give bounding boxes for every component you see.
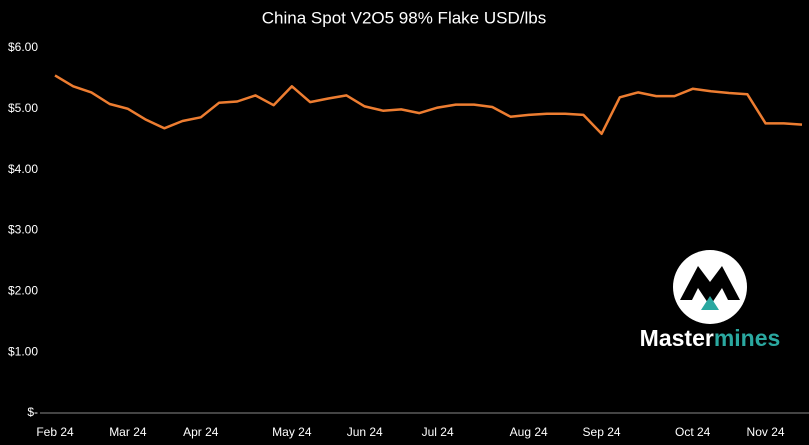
- y-tick-label: $-: [27, 405, 38, 419]
- x-tick-label: Jun 24: [347, 425, 383, 439]
- x-tick-label: Nov 24: [747, 425, 785, 439]
- x-tick-label: Jul 24: [422, 425, 454, 439]
- logo-peak: [701, 296, 719, 310]
- logo-m: [680, 266, 740, 306]
- y-tick-label: $4.00: [8, 162, 38, 176]
- logo-text-b: mines: [714, 325, 780, 351]
- y-tick-label: $5.00: [8, 101, 38, 115]
- logo-text: Mastermines: [640, 325, 781, 351]
- y-tick-label: $2.00: [8, 284, 38, 298]
- x-tick-label: Apr 24: [183, 425, 219, 439]
- x-tick-label: May 24: [272, 425, 312, 439]
- x-tick-label: Aug 24: [510, 425, 548, 439]
- chart-title: China Spot V2O5 98% Flake USD/lbs: [262, 8, 546, 27]
- x-tick-label: Feb 24: [36, 425, 74, 439]
- x-tick-label: Sep 24: [583, 425, 621, 439]
- y-tick-label: $1.00: [8, 344, 38, 358]
- logo-text-a: Master: [640, 325, 714, 351]
- x-tick-label: Oct 24: [675, 425, 711, 439]
- logo: Mastermines: [640, 250, 781, 351]
- line: [54, 74, 803, 136]
- x-tick-label: Mar 24: [109, 425, 147, 439]
- y-tick-label: $6.00: [8, 40, 38, 54]
- y-tick-label: $3.00: [8, 223, 38, 237]
